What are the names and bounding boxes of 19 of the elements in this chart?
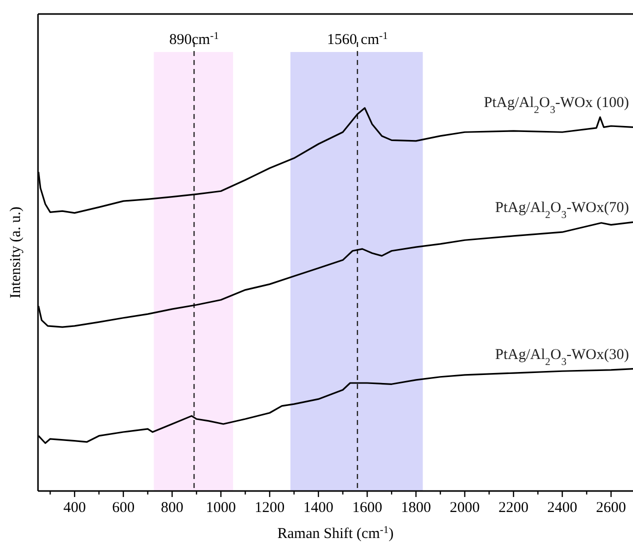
x-tick-label: 800 xyxy=(160,500,184,516)
ref-line-label: 1560 cm$^{-1}$ xyxy=(327,30,388,48)
y-axis-title: Intensity (a. u.) xyxy=(8,206,24,298)
series-label: PtAg/Al$_{2}$O$_{3}$-WOx (100) xyxy=(484,95,629,116)
x-tick-label: 1200 xyxy=(254,500,285,516)
x-tick-label: 1400 xyxy=(303,500,334,516)
ref-line-label: 890cm$^{-1}$ xyxy=(169,30,219,48)
series-label: PtAg/Al$_{2}$O$_{3}$-WOx(70) xyxy=(495,200,629,221)
x-tick-label: 1800 xyxy=(400,500,431,516)
x-tick-label: 2000 xyxy=(450,500,480,516)
x-tick-label: 2400 xyxy=(547,500,578,516)
x-tick-label: 1600 xyxy=(352,500,382,516)
x-tick-label: 600 xyxy=(112,500,135,516)
x-axis-title: Raman Shift (cm$^{-1}$) xyxy=(277,524,394,542)
x-tick-label: 400 xyxy=(63,500,86,516)
x-tick-label: 2600 xyxy=(596,500,626,516)
series-label: PtAg/Al$_{2}$O$_{3}$-WOx(30) xyxy=(495,346,629,368)
x-tick-label: 2200 xyxy=(498,500,529,516)
x-tick-label: 1000 xyxy=(206,500,236,516)
